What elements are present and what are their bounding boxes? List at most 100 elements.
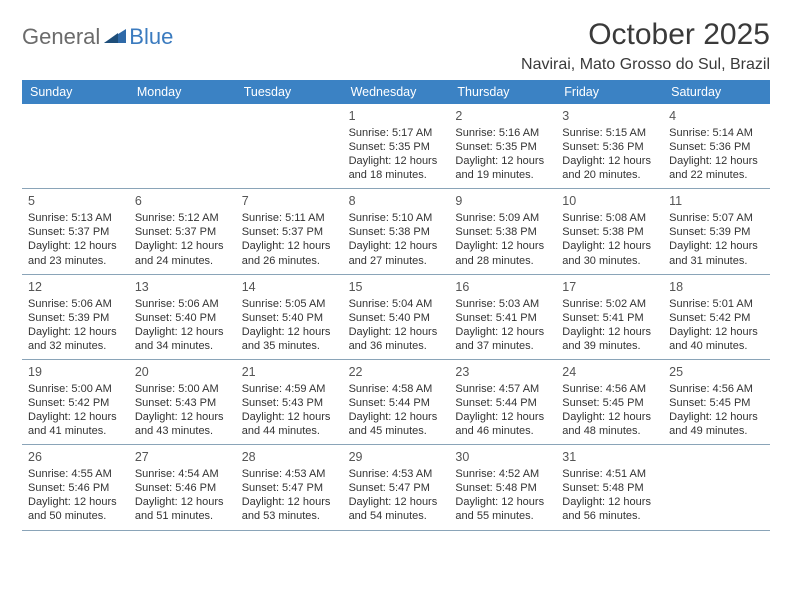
day-number: 27 — [135, 449, 230, 465]
sunrise-line: Sunrise: 5:15 AM — [562, 126, 657, 140]
day-number: 16 — [455, 279, 550, 295]
day-cell: 5 Sunrise: 5:13 AMSunset: 5:37 PMDaylight… — [22, 189, 129, 273]
sunrise-line: Sunrise: 5:07 AM — [669, 211, 764, 225]
day-number: 11 — [669, 193, 764, 209]
day-number: 18 — [669, 279, 764, 295]
sunset-line: Sunset: 5:38 PM — [455, 225, 550, 239]
daylight-line: Daylight: 12 hours and 35 minutes. — [242, 325, 337, 353]
daylight-line: Daylight: 12 hours and 55 minutes. — [455, 495, 550, 523]
day-cell: 3Sunrise: 5:15 AMSunset: 5:36 PMDaylight… — [556, 104, 663, 188]
daylight-line: Daylight: 12 hours and 54 minutes. — [349, 495, 444, 523]
day-cell: 15Sunrise: 5:04 AMSunset: 5:40 PMDayligh… — [343, 275, 450, 359]
sunrise-line: Sunrise: 5:12 AM — [135, 211, 230, 225]
sunrise-line: Sunrise: 4:56 AM — [562, 382, 657, 396]
daylight-line: Daylight: 12 hours and 18 minutes. — [349, 154, 444, 182]
daylight-line: Daylight: 12 hours and 26 minutes. — [242, 239, 337, 267]
daylight-line: Daylight: 12 hours and 37 minutes. — [455, 325, 550, 353]
weeks-container: 1Sunrise: 5:17 AMSunset: 5:35 PMDaylight… — [22, 104, 770, 531]
day-header-cell: Thursday — [449, 80, 556, 104]
location-subtitle: Navirai, Mato Grosso do Sul, Brazil — [521, 56, 770, 74]
daylight-line: Daylight: 12 hours and 51 minutes. — [135, 495, 230, 523]
day-header-cell: Wednesday — [343, 80, 450, 104]
sunrise-line: Sunrise: 5:00 AM — [135, 382, 230, 396]
daylight-line: Daylight: 12 hours and 43 minutes. — [135, 410, 230, 438]
week-row: 1Sunrise: 5:17 AMSunset: 5:35 PMDaylight… — [22, 104, 770, 189]
empty-day-cell — [129, 104, 236, 188]
week-row: 5Sunrise: 5:13 AMSunset: 5:37 PMDaylight… — [22, 189, 770, 274]
day-cell: 20 Sunrise: 5:00 AMSunset: 5:43 PMDayligh… — [129, 360, 236, 444]
day-cell: 23Sunrise: 4:57 AMSunset: 5:44 PMDayligh… — [449, 360, 556, 444]
day-header-cell: Tuesday — [236, 80, 343, 104]
brand-logo: General Blue — [22, 18, 173, 50]
daylight-line: Daylight: 12 hours and 41 minutes. — [28, 410, 123, 438]
sunrise-line: Sunrise: 5:13 AM — [28, 211, 123, 225]
daylight-line: Daylight: 12 hours and 36 minutes. — [349, 325, 444, 353]
sunset-line: Sunset: 5:43 PM — [135, 396, 230, 410]
sunrise-line: Sunrise: 5:17 AM — [349, 126, 444, 140]
sunset-line: Sunset: 5:48 PM — [455, 481, 550, 495]
sunrise-line: Sunrise: 5:02 AM — [562, 297, 657, 311]
sunset-line: Sunset: 5:37 PM — [28, 225, 123, 239]
sunset-line: Sunset: 5:36 PM — [669, 140, 764, 154]
sunset-line: Sunset: 5:42 PM — [669, 311, 764, 325]
day-number: 25 — [669, 364, 764, 380]
logo-word-general: General — [22, 24, 100, 50]
day-number: 17 — [562, 279, 657, 295]
day-number: 5 — [28, 193, 123, 209]
sunrise-line: Sunrise: 4:59 AM — [242, 382, 337, 396]
daylight-line: Daylight: 12 hours and 23 minutes. — [28, 239, 123, 267]
sunrise-line: Sunrise: 4:51 AM — [562, 467, 657, 481]
day-cell: 9Sunrise: 5:09 AMSunset: 5:38 PMDaylight… — [449, 189, 556, 273]
day-cell: 27Sunrise: 4:54 AMSunset: 5:46 PMDayligh… — [129, 445, 236, 529]
day-number: 7 — [242, 193, 337, 209]
page-header: General Blue October 2025 Navirai, Mato … — [22, 18, 770, 74]
day-cell: 26Sunrise: 4:55 AMSunset: 5:46 PMDayligh… — [22, 445, 129, 529]
day-number: 28 — [242, 449, 337, 465]
day-number: 26 — [28, 449, 123, 465]
sunset-line: Sunset: 5:37 PM — [242, 225, 337, 239]
day-cell: 10Sunrise: 5:08 AMSunset: 5:38 PMDayligh… — [556, 189, 663, 273]
sunset-line: Sunset: 5:35 PM — [349, 140, 444, 154]
sunrise-line: Sunrise: 4:53 AM — [242, 467, 337, 481]
day-cell: 12Sunrise: 5:06 AMSunset: 5:39 PMDayligh… — [22, 275, 129, 359]
day-cell: 18Sunrise: 5:01 AMSunset: 5:42 PMDayligh… — [663, 275, 770, 359]
day-cell: 28Sunrise: 4:53 AMSunset: 5:47 PMDayligh… — [236, 445, 343, 529]
sunset-line: Sunset: 5:40 PM — [135, 311, 230, 325]
sunrise-line: Sunrise: 5:03 AM — [455, 297, 550, 311]
day-cell: 2Sunrise: 5:16 AMSunset: 5:35 PMDaylight… — [449, 104, 556, 188]
day-number: 15 — [349, 279, 444, 295]
day-number: 2 — [455, 108, 550, 124]
daylight-line: Daylight: 12 hours and 30 minutes. — [562, 239, 657, 267]
day-number: 20 — [135, 364, 230, 380]
day-cell: 6Sunrise: 5:12 AMSunset: 5:37 PMDaylight… — [129, 189, 236, 273]
logo-word-blue: Blue — [129, 24, 173, 50]
sunset-line: Sunset: 5:38 PM — [562, 225, 657, 239]
daylight-line: Daylight: 12 hours and 45 minutes. — [349, 410, 444, 438]
sunset-line: Sunset: 5:37 PM — [135, 225, 230, 239]
daylight-line: Daylight: 12 hours and 34 minutes. — [135, 325, 230, 353]
day-cell: 29Sunrise: 4:53 AMSunset: 5:47 PMDayligh… — [343, 445, 450, 529]
sunset-line: Sunset: 5:48 PM — [562, 481, 657, 495]
day-header-cell: Monday — [129, 80, 236, 104]
day-number: 1 — [349, 108, 444, 124]
day-cell: 16 Sunrise: 5:03 AMSunset: 5:41 PMDayligh… — [449, 275, 556, 359]
sunrise-line: Sunrise: 5:04 AM — [349, 297, 444, 311]
sunrise-line: Sunrise: 5:05 AM — [242, 297, 337, 311]
sunrise-line: Sunrise: 5:06 AM — [28, 297, 123, 311]
sunset-line: Sunset: 5:46 PM — [28, 481, 123, 495]
daylight-line: Daylight: 12 hours and 32 minutes. — [28, 325, 123, 353]
daylight-line: Daylight: 12 hours and 22 minutes. — [669, 154, 764, 182]
daylight-line: Daylight: 12 hours and 39 minutes. — [562, 325, 657, 353]
sunrise-line: Sunrise: 4:52 AM — [455, 467, 550, 481]
day-cell: 17Sunrise: 5:02 AMSunset: 5:41 PMDayligh… — [556, 275, 663, 359]
sunrise-line: Sunrise: 5:14 AM — [669, 126, 764, 140]
sunset-line: Sunset: 5:35 PM — [455, 140, 550, 154]
sunset-line: Sunset: 5:39 PM — [28, 311, 123, 325]
sunset-line: Sunset: 5:47 PM — [242, 481, 337, 495]
day-number: 3 — [562, 108, 657, 124]
sunrise-line: Sunrise: 4:53 AM — [349, 467, 444, 481]
month-title: October 2025 — [521, 18, 770, 52]
week-row: 19Sunrise: 5:00 AMSunset: 5:42 PMDayligh… — [22, 360, 770, 445]
day-number: 19 — [28, 364, 123, 380]
sunset-line: Sunset: 5:41 PM — [455, 311, 550, 325]
